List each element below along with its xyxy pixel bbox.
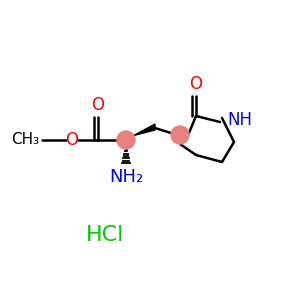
Text: NH₂: NH₂ — [109, 168, 143, 186]
Text: O: O — [92, 96, 104, 114]
Text: O: O — [65, 131, 79, 149]
Circle shape — [171, 126, 189, 144]
Polygon shape — [134, 124, 155, 136]
Text: CH₃: CH₃ — [11, 133, 39, 148]
Text: NH: NH — [227, 111, 252, 129]
Circle shape — [117, 131, 135, 149]
Text: O: O — [190, 75, 202, 93]
Text: HCl: HCl — [86, 225, 124, 245]
